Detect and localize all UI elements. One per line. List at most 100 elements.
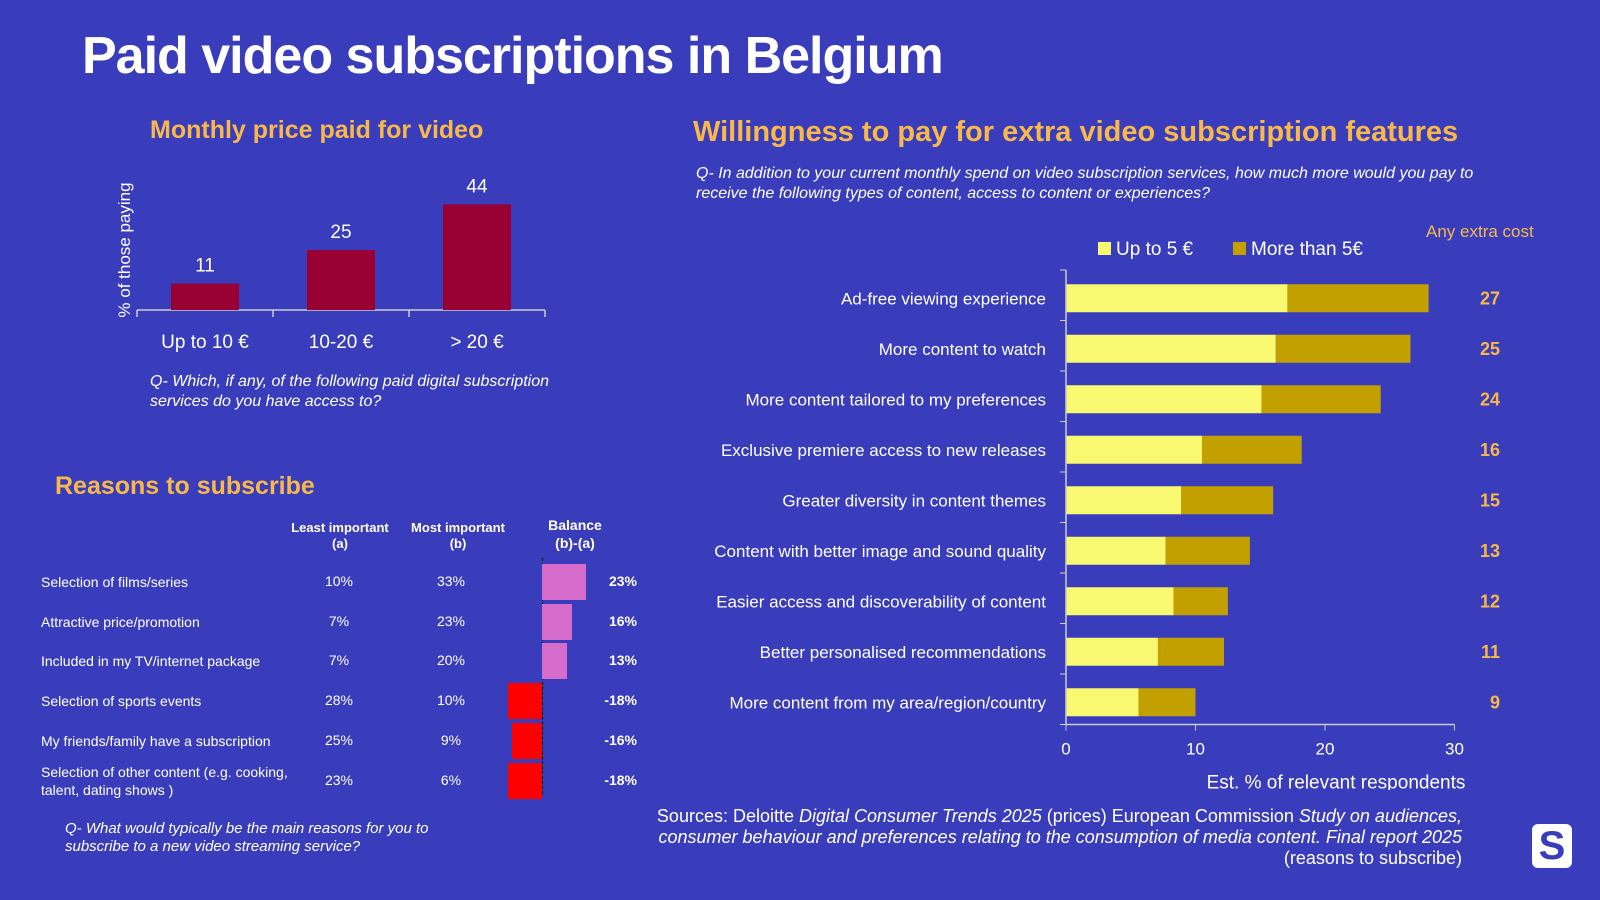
- total-label: 15: [1480, 490, 1500, 510]
- bar-segment-more-than-5: [1275, 334, 1411, 363]
- least-value: 25%: [324, 732, 354, 748]
- row-label: Included in my TV/internet package: [41, 653, 261, 669]
- least-value: 7%: [328, 613, 350, 629]
- most-header: Most important (b): [402, 520, 514, 552]
- reasons-title: Reasons to subscribe: [55, 472, 315, 500]
- row-label: Selection of films/series: [41, 574, 189, 590]
- balance-value: -18%: [604, 772, 637, 788]
- balance-value: 13%: [608, 652, 637, 668]
- page-title: Paid video subscriptions in Belgium: [82, 27, 944, 85]
- bar-segment-up-to-5: [1066, 587, 1174, 616]
- bar-segment-up-to-5: [1066, 334, 1276, 363]
- bar-segment-up-to-5: [1066, 486, 1182, 515]
- tick-label: 10-20 €: [309, 332, 374, 353]
- category-label: Exclusive premiere access to new release…: [721, 441, 1046, 460]
- least-value: 7%: [328, 652, 350, 668]
- balance-bar: [542, 604, 573, 640]
- any-extra-cost-label: Any extra cost: [1426, 222, 1534, 241]
- price-chart: 11 Up to 10 € 25 10-20 € 44 > 20 € % of those …: [115, 176, 546, 353]
- data-label: 44: [466, 176, 488, 197]
- total-label: 16: [1480, 440, 1500, 460]
- total-label: 12: [1480, 591, 1500, 611]
- least-header-sub: (a): [332, 536, 348, 551]
- balance-bar: [511, 723, 542, 759]
- least-value: 23%: [324, 772, 354, 788]
- legend-swatch: [1233, 242, 1246, 255]
- row-label: Attractive price/promotion: [41, 614, 200, 630]
- bar-segment-more-than-5: [1173, 587, 1228, 616]
- balance-bar: [507, 763, 542, 799]
- bar: [307, 250, 375, 310]
- wtp-chart: Ad-free viewing experience 27 More content…: [714, 239, 1500, 791]
- x-axis-label: Est. % of relevant respondents: [1207, 773, 1466, 791]
- bar-segment-more-than-5: [1181, 486, 1274, 515]
- y-axis-label: % of those paying: [115, 182, 134, 317]
- legend-swatch: [1098, 242, 1111, 255]
- category-label: More content tailored to my preferences: [746, 390, 1046, 409]
- bar-segment-up-to-5: [1066, 284, 1288, 313]
- most-value: 33%: [436, 573, 466, 589]
- most-value: 9%: [440, 732, 462, 748]
- brand-logo: S: [1532, 824, 1572, 868]
- least-header: Least important (a): [282, 520, 398, 552]
- bar: [171, 283, 239, 310]
- sources-text: Sources: Deloitte: [656, 806, 799, 826]
- category-label: More content from my area/region/country: [729, 693, 1046, 712]
- category-label: Better personalised recommendations: [760, 643, 1046, 662]
- bar-segment-up-to-5: [1066, 385, 1262, 414]
- most-header-label: Most important: [411, 520, 505, 535]
- balance-value: -18%: [604, 692, 637, 708]
- most-value: 10%: [436, 692, 466, 708]
- total-label: 9: [1490, 692, 1500, 712]
- most-value: 23%: [436, 613, 466, 629]
- data-label: 11: [195, 256, 215, 277]
- category-label: Content with better image and sound qual…: [714, 542, 1046, 561]
- x-tick-label: 0: [1061, 740, 1070, 759]
- bar-segment-more-than-5: [1261, 385, 1381, 414]
- balance-value: 23%: [608, 573, 637, 589]
- data-label: 25: [330, 222, 351, 243]
- price-question: Q- Which, if any, of the following paid …: [150, 373, 550, 410]
- x-tick-label: 10: [1186, 740, 1205, 759]
- bar-segment-up-to-5: [1066, 688, 1139, 717]
- sources: Sources: Deloitte Digital Consumer Trend…: [640, 806, 1462, 869]
- row-label: Selection of sports events: [41, 693, 202, 709]
- row-label: My friends/family have a subscription: [41, 733, 271, 749]
- bar-segment-more-than-5: [1165, 536, 1250, 565]
- total-label: 11: [1481, 642, 1500, 662]
- category-label: More content to watch: [879, 340, 1046, 359]
- least-header-label: Least important: [291, 520, 389, 535]
- reasons-question: Q- What would typically be the main reas…: [65, 820, 429, 855]
- category-label: Ad-free viewing experience: [841, 289, 1046, 308]
- balance-value: 16%: [608, 613, 637, 629]
- bar-segment-more-than-5: [1157, 637, 1224, 666]
- price-chart-title: Monthly price paid for video: [150, 116, 484, 144]
- bar-segment-more-than-5: [1138, 688, 1196, 717]
- total-label: 24: [1480, 389, 1500, 409]
- wtp-title: Willingness to pay for extra video subsc…: [693, 116, 1459, 148]
- total-label: 25: [1480, 339, 1500, 359]
- balance-bar: [542, 564, 586, 600]
- bar-segment-more-than-5: [1201, 435, 1302, 464]
- x-tick-label: 30: [1445, 740, 1464, 759]
- total-label: 13: [1480, 541, 1500, 561]
- least-value: 10%: [324, 573, 354, 589]
- most-header-sub: (b): [449, 536, 467, 551]
- bar-segment-up-to-5: [1066, 435, 1202, 464]
- row-label: Selection of other content (e.g. cooking…: [41, 764, 288, 798]
- most-value: 20%: [436, 652, 466, 668]
- tick-label: Up to 10 €: [161, 332, 249, 353]
- least-value: 28%: [324, 692, 354, 708]
- sources-title-1: Digital Consumer Trends 2025: [799, 806, 1042, 826]
- balance-bar: [507, 683, 542, 719]
- category-label: Greater diversity in content themes: [782, 491, 1046, 510]
- balance-value: -16%: [604, 732, 637, 748]
- x-tick-label: 20: [1316, 740, 1335, 759]
- sources-text: (prices) European Commission: [1041, 806, 1299, 826]
- wtp-question: Q- In addition to your current monthly s…: [696, 165, 1474, 202]
- tick-label: > 20 €: [450, 332, 504, 353]
- bar-segment-up-to-5: [1066, 637, 1158, 666]
- balance-bar: [542, 643, 567, 679]
- bar: [443, 204, 511, 310]
- legend-label: More than 5€: [1251, 239, 1363, 260]
